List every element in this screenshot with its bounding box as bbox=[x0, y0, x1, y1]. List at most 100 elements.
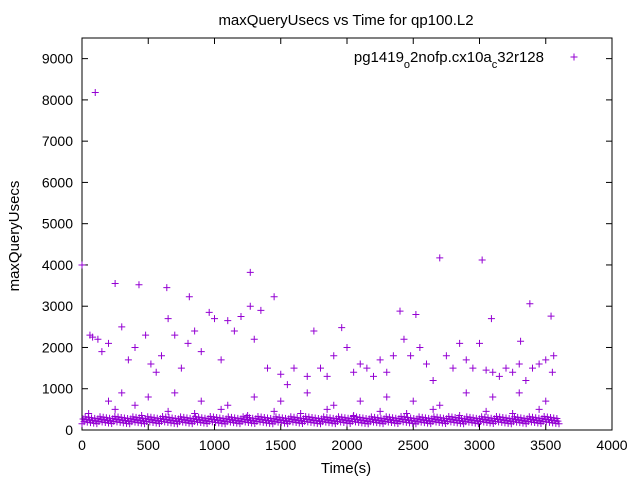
data-point bbox=[363, 364, 371, 372]
data-point bbox=[323, 405, 331, 413]
data-point bbox=[184, 339, 192, 347]
data-point bbox=[94, 335, 102, 343]
data-point bbox=[429, 376, 437, 384]
data-point bbox=[515, 389, 523, 397]
data-point bbox=[111, 280, 119, 288]
data-point bbox=[517, 337, 525, 345]
data-points bbox=[78, 88, 563, 428]
legend-marker bbox=[570, 53, 578, 61]
data-point bbox=[323, 372, 331, 380]
data-point bbox=[164, 407, 172, 415]
data-point bbox=[317, 364, 324, 372]
data-point bbox=[144, 393, 152, 401]
data-point bbox=[177, 364, 185, 372]
y-tick-label: 4000 bbox=[42, 257, 73, 273]
data-point bbox=[407, 352, 415, 360]
data-point bbox=[246, 302, 254, 310]
data-point bbox=[118, 389, 126, 397]
data-point bbox=[131, 401, 139, 409]
data-point bbox=[211, 315, 218, 323]
data-point bbox=[350, 368, 358, 376]
x-axis-ticks: 0 500 1000 1500 2000 2500 3000 3500 4000 bbox=[78, 38, 628, 453]
data-point bbox=[383, 368, 391, 376]
data-point bbox=[429, 405, 437, 413]
legend-subscript: o bbox=[404, 59, 410, 71]
data-point bbox=[409, 397, 417, 405]
x-tick-label: 2500 bbox=[398, 437, 429, 453]
data-point bbox=[478, 256, 486, 264]
data-point bbox=[171, 331, 179, 339]
data-point bbox=[522, 376, 530, 384]
data-point bbox=[191, 327, 199, 335]
data-point bbox=[135, 281, 143, 289]
data-point bbox=[205, 308, 213, 316]
data-point bbox=[449, 364, 457, 372]
data-point bbox=[237, 313, 245, 321]
data-point bbox=[118, 323, 126, 331]
data-point bbox=[529, 364, 536, 372]
data-point bbox=[191, 409, 199, 417]
y-tick-label: 3000 bbox=[42, 298, 73, 314]
data-point bbox=[482, 407, 490, 415]
y-tick-label: 6000 bbox=[42, 174, 73, 190]
data-point bbox=[224, 401, 232, 409]
data-point bbox=[111, 405, 119, 413]
data-point bbox=[535, 360, 543, 368]
data-point bbox=[270, 293, 278, 301]
x-tick-label: 500 bbox=[137, 437, 161, 453]
data-point bbox=[400, 335, 408, 343]
data-point bbox=[548, 368, 556, 376]
data-point bbox=[356, 360, 364, 368]
data-point bbox=[91, 88, 99, 96]
data-point bbox=[78, 261, 86, 269]
y-axis-title: maxQueryUsecs bbox=[6, 181, 23, 292]
data-point bbox=[515, 360, 523, 368]
data-point bbox=[396, 307, 404, 315]
chart-title: maxQueryUsecs vs Time for qp100.L2 bbox=[218, 12, 473, 29]
data-point bbox=[290, 364, 298, 372]
data-point bbox=[277, 397, 285, 405]
data-point bbox=[495, 372, 503, 380]
data-point bbox=[338, 324, 346, 332]
y-tick-label: 2000 bbox=[42, 339, 73, 355]
data-point bbox=[423, 360, 430, 368]
y-tick-label: 0 bbox=[65, 422, 73, 438]
x-tick-label: 1000 bbox=[199, 437, 230, 453]
data-point bbox=[383, 393, 391, 401]
x-tick-label: 3500 bbox=[530, 437, 561, 453]
data-point bbox=[442, 352, 450, 360]
data-point bbox=[171, 389, 179, 397]
data-point bbox=[246, 268, 254, 276]
data-point bbox=[436, 401, 444, 409]
legend-text-part: 2nofp.cx10a bbox=[410, 49, 492, 66]
data-point bbox=[264, 364, 271, 372]
data-point bbox=[489, 368, 497, 376]
data-point bbox=[105, 339, 112, 347]
y-tick-label: 5000 bbox=[42, 216, 73, 232]
data-point bbox=[124, 356, 132, 364]
data-point bbox=[197, 397, 205, 405]
data-point bbox=[476, 339, 483, 347]
data-point bbox=[412, 310, 420, 318]
data-point bbox=[142, 331, 150, 339]
data-point bbox=[303, 389, 311, 397]
data-point bbox=[283, 381, 291, 389]
data-point bbox=[330, 352, 338, 360]
data-point bbox=[224, 317, 232, 325]
data-point bbox=[356, 397, 364, 405]
x-axis-title: Time(s) bbox=[321, 460, 371, 477]
legend-series-label: pg1419o2nofp.cx10ac32r128 bbox=[354, 49, 544, 71]
data-point bbox=[303, 372, 311, 380]
data-point bbox=[257, 306, 265, 314]
x-tick-label: 2000 bbox=[331, 437, 362, 453]
data-point bbox=[370, 372, 377, 380]
data-point bbox=[310, 327, 318, 335]
data-point bbox=[277, 370, 285, 378]
data-point bbox=[489, 393, 497, 401]
data-point bbox=[389, 352, 397, 360]
data-point bbox=[526, 300, 534, 308]
data-point bbox=[456, 339, 464, 347]
data-point bbox=[217, 356, 225, 364]
x-tick-label: 4000 bbox=[596, 437, 627, 453]
